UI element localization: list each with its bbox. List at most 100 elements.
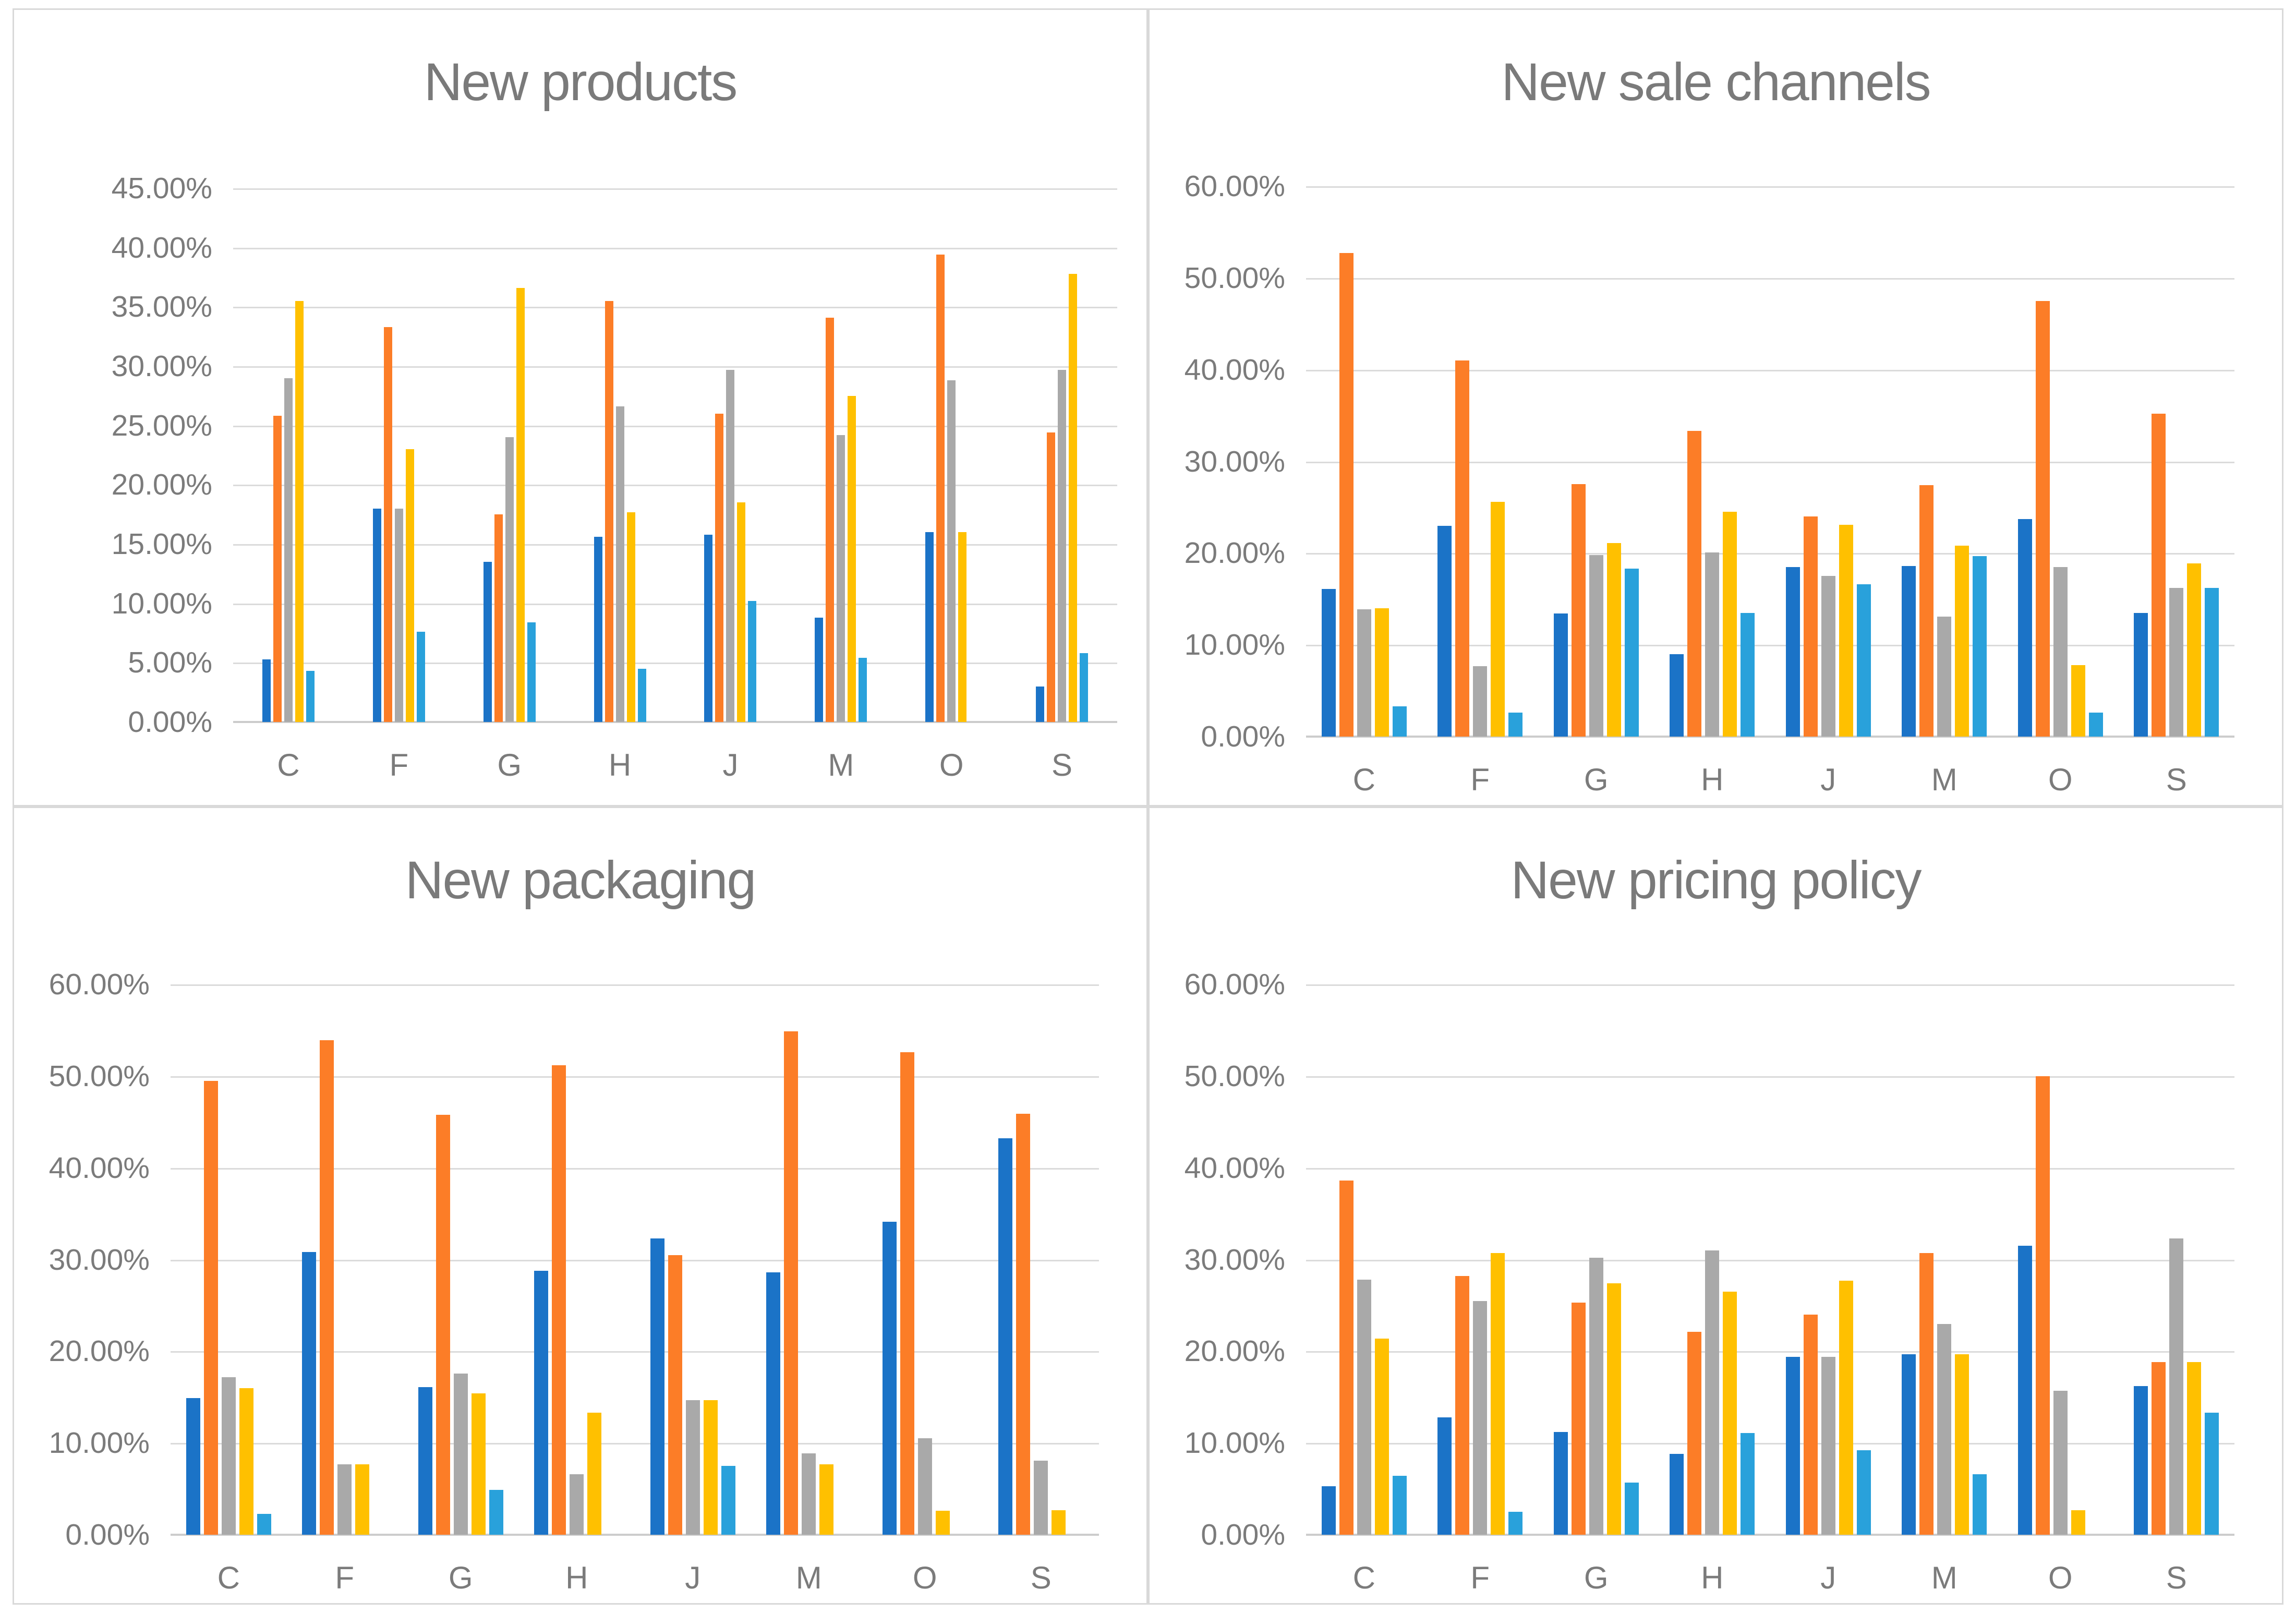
- x-axis-category-label: G: [1584, 1560, 1609, 1596]
- bar-S-series-blue: [1036, 687, 1044, 722]
- gridline: [1306, 462, 2234, 463]
- bar-C-series-gray: [284, 378, 293, 722]
- bar-O-series-blue: [883, 1222, 897, 1535]
- bar-J-series-gray: [686, 1400, 700, 1535]
- bar-G-series-lightblue: [1625, 569, 1639, 737]
- x-axis-category-label: O: [2048, 1560, 2073, 1596]
- y-axis-tick-label: 25.00%: [40, 408, 212, 443]
- bar-O-series-orange: [2036, 301, 2050, 737]
- x-axis-category-label: S: [2166, 762, 2187, 798]
- bar-O-series-blue: [925, 532, 934, 722]
- bar-O-series-blue: [2018, 519, 2032, 737]
- bar-J-series-yellow: [704, 1400, 718, 1535]
- plot-area: [1306, 186, 2234, 737]
- bar-J-series-blue: [1786, 1357, 1800, 1535]
- bar-J-series-lightblue: [748, 601, 756, 722]
- bar-C-series-orange: [1339, 253, 1354, 737]
- bar-F-series-blue: [1437, 1417, 1452, 1535]
- bar-F-series-lightblue: [417, 632, 425, 722]
- bar-J-series-orange: [715, 414, 723, 722]
- bar-J-series-gray: [726, 370, 734, 722]
- gridline: [233, 604, 1117, 605]
- bar-O-series-gray: [918, 1438, 932, 1535]
- gridline: [171, 1076, 1099, 1078]
- bar-C-series-blue: [1322, 1486, 1336, 1535]
- bar-G-series-gray: [1589, 555, 1603, 737]
- bar-S-series-blue: [2134, 1386, 2148, 1535]
- gridline: [233, 188, 1117, 190]
- y-axis-tick-label: 0.00%: [1113, 719, 1285, 754]
- y-axis-tick-label: 30.00%: [1113, 1243, 1285, 1277]
- x-axis-category-label: F: [335, 1560, 354, 1596]
- y-axis-tick-label: 10.00%: [0, 1426, 150, 1460]
- y-axis-tick-label: 0.00%: [1113, 1518, 1285, 1552]
- bar-M-series-gray: [1937, 1324, 1951, 1535]
- y-axis-tick-label: 10.00%: [1113, 1426, 1285, 1460]
- bar-S-series-orange: [2152, 1362, 2166, 1535]
- x-axis-category-label: H: [565, 1560, 588, 1596]
- bar-O-series-yellow: [2071, 1510, 2085, 1535]
- bar-H-series-blue: [534, 1271, 548, 1535]
- bar-C-series-yellow: [239, 1388, 253, 1535]
- bar-C-series-orange: [1339, 1181, 1354, 1535]
- bar-M-series-lightblue: [859, 658, 867, 722]
- gridline: [233, 307, 1117, 308]
- bar-F-series-yellow: [355, 1464, 369, 1535]
- y-axis-tick-label: 20.00%: [1113, 536, 1285, 570]
- bar-F-series-gray: [395, 509, 403, 722]
- x-axis-category-label: S: [1031, 1560, 1052, 1596]
- bar-O-series-gray: [947, 380, 956, 722]
- bar-G-series-orange: [1572, 1303, 1586, 1535]
- bar-G-series-yellow: [1607, 543, 1621, 737]
- y-axis-tick-label: 60.00%: [0, 967, 150, 1002]
- x-axis-category-label: J: [722, 747, 738, 783]
- x-axis-line: [233, 721, 1117, 723]
- bar-C-series-lightblue: [257, 1514, 271, 1535]
- y-axis-tick-label: 40.00%: [1113, 1151, 1285, 1185]
- bar-S-series-lightblue: [2205, 588, 2219, 737]
- y-axis-tick-label: 50.00%: [1113, 261, 1285, 295]
- y-axis-tick-label: 30.00%: [0, 1243, 150, 1277]
- bar-M-series-yellow: [1955, 546, 1969, 737]
- chart-title: New sale channels: [1150, 51, 2282, 113]
- bar-C-series-orange: [204, 1081, 218, 1535]
- x-axis-category-label: F: [1470, 1560, 1490, 1596]
- bar-G-series-yellow: [1607, 1283, 1621, 1535]
- bar-J-series-yellow: [1839, 1281, 1853, 1535]
- bar-H-series-yellow: [627, 512, 635, 722]
- bar-G-series-blue: [418, 1387, 432, 1535]
- y-axis-tick-label: 40.00%: [1113, 353, 1285, 387]
- bar-C-series-lightblue: [306, 671, 315, 722]
- bar-H-series-blue: [594, 537, 602, 722]
- x-axis-category-label: M: [828, 747, 854, 783]
- x-axis-category-label: M: [1931, 762, 1957, 798]
- bar-J-series-orange: [1804, 516, 1818, 737]
- bar-C-series-orange: [273, 416, 282, 722]
- bar-J-series-yellow: [737, 502, 745, 722]
- bar-G-series-blue: [1554, 613, 1568, 737]
- gridline: [1306, 370, 2234, 371]
- bar-S-series-gray: [2169, 588, 2183, 737]
- chart-panel-new-pricing-policy: New pricing policy 60.00%50.00%40.00%30.…: [1148, 806, 2283, 1605]
- bar-M-series-orange: [826, 318, 834, 722]
- bar-J-series-lightblue: [1857, 584, 1871, 737]
- bar-O-series-yellow: [958, 532, 966, 722]
- gridline: [1306, 1168, 2234, 1170]
- bar-G-series-orange: [436, 1115, 450, 1535]
- bar-M-series-blue: [815, 618, 823, 722]
- bar-H-series-lightblue: [1741, 613, 1755, 737]
- x-axis-category-label: C: [1353, 762, 1375, 798]
- bar-M-series-blue: [1902, 1354, 1916, 1535]
- y-axis-tick-label: 40.00%: [0, 1151, 150, 1185]
- bar-C-series-yellow: [1375, 1339, 1389, 1535]
- bar-J-series-gray: [1821, 576, 1835, 737]
- bar-H-series-gray: [1705, 552, 1719, 737]
- bar-O-series-yellow: [936, 1511, 950, 1535]
- gridline: [233, 485, 1117, 486]
- bar-H-series-lightblue: [1741, 1433, 1755, 1535]
- x-axis-category-label: S: [1052, 747, 1072, 783]
- bar-S-series-orange: [1047, 432, 1055, 722]
- gridline: [1306, 1351, 2234, 1353]
- bar-G-series-lightblue: [527, 622, 536, 722]
- bar-J-series-blue: [704, 535, 712, 722]
